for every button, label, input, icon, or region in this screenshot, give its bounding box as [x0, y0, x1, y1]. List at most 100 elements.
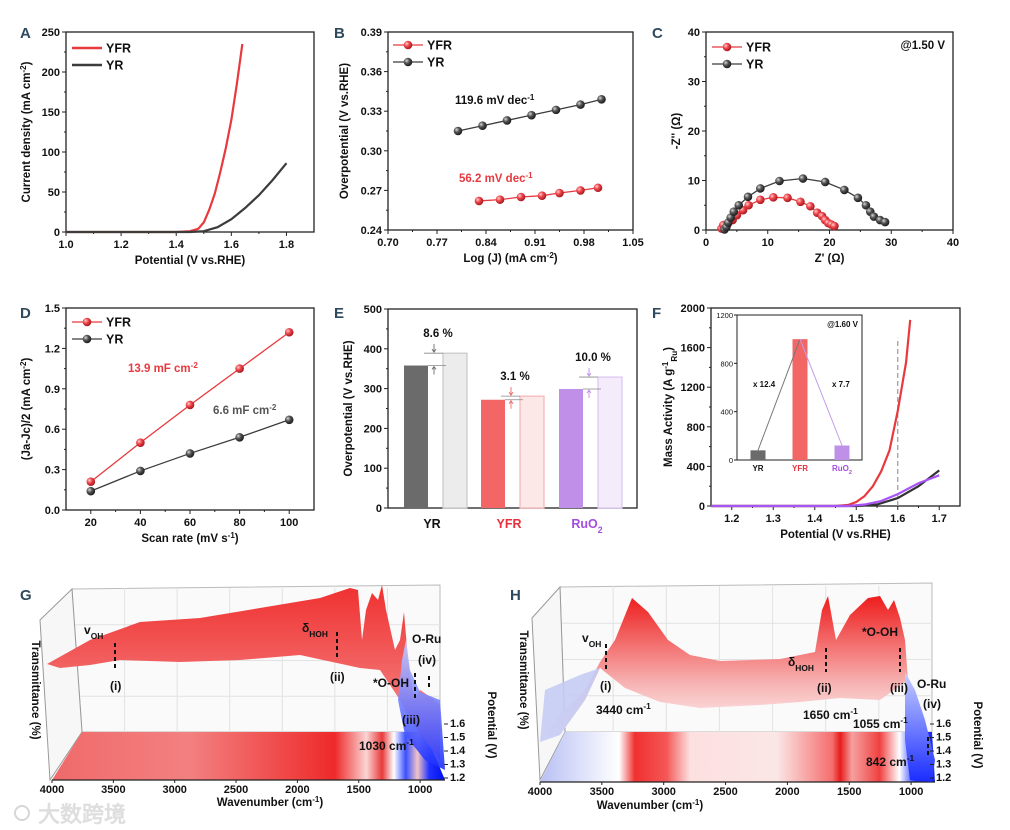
data-point-yfr [495, 195, 505, 204]
x-tick-label: 1.4 [807, 513, 823, 525]
panel-letter: F [652, 305, 661, 322]
arrow-up-icon [586, 389, 592, 398]
x-tick-label: 3500 [590, 786, 614, 798]
y-tick-label: 100 [42, 147, 60, 159]
z-tick-label: 1.3 [936, 759, 951, 771]
data-point-yfr [136, 438, 145, 447]
peak-annotation: (i) [110, 679, 121, 693]
x-tick-label: 1000 [899, 786, 923, 798]
x-tick-label: 40 [947, 237, 959, 249]
y-tick-label: 100 [364, 463, 382, 475]
annotation-label: 6.6 mF cm-2 [213, 403, 277, 418]
y-tick-label: 0.36 [361, 67, 382, 79]
y-axis-title: Mass Activity (A g-1Ru) [661, 347, 679, 467]
annotation-label: @1.50 V [901, 40, 946, 52]
x-tick-label: 10 [762, 237, 774, 249]
inset-chart: 0 400 800 1200 YR YFR RuO2 x 12.4 x 7.7 @1.60 V [716, 311, 863, 476]
legend-label-yr: YR [427, 56, 444, 70]
inset-bar-2 [834, 445, 850, 460]
data-point-yfr [576, 186, 585, 195]
y-tick-label: 40 [688, 27, 700, 39]
y-axis-title: Transmittance (%) [29, 640, 41, 739]
ratio-line [757, 338, 801, 451]
y-axis-title: Overpotential (V vs.RHE) [339, 63, 351, 199]
chart-D: 0.0 0.3 0.6 0.9 1.2 1.5 20 40 60 80 100 Scan rate (… [19, 303, 315, 545]
chart-A: 0 50 100 150 200 250 1.0 1.2 1.4 1.6 1.8 Potential … [19, 25, 315, 267]
y-tick-label: 2000 [681, 303, 705, 315]
bar-initial [404, 365, 428, 508]
x-tick-label: 4000 [40, 784, 64, 796]
data-point-yr [775, 176, 784, 186]
data-point-yfr [756, 195, 765, 205]
x-tick-label: 4000 [528, 786, 552, 798]
x-tick-label: 100 [280, 517, 298, 529]
y-tick-label: 30 [688, 77, 700, 89]
peak-annotation: *O-OH [373, 676, 409, 690]
panel-letter: E [334, 305, 344, 322]
y-tick-label: 800 [687, 422, 705, 434]
y-tick-label: 1600 [681, 343, 705, 355]
data-point-yr [86, 486, 96, 496]
legend-label-yfr: YFR [106, 316, 131, 330]
y-tick-label: 0 [54, 227, 60, 239]
data-point-yr [551, 105, 561, 115]
x-tick-label: 2500 [713, 786, 737, 798]
legend-marker [403, 40, 413, 50]
legend-label-yfr: YFR [746, 41, 771, 55]
data-point-yfr [555, 188, 564, 198]
x-tick-label: 1500 [347, 784, 371, 796]
data-point-yfr [235, 364, 244, 373]
data-point-yfr [806, 201, 815, 211]
data-point-yr [853, 193, 863, 203]
legend-marker [82, 334, 92, 344]
data-point-yfr [284, 327, 294, 337]
data-point-yfr [593, 183, 603, 193]
change-percent-label: 8.6 % [423, 328, 452, 340]
data-point-yfr [185, 400, 195, 410]
x-tick-label: 3500 [101, 784, 125, 796]
series-line-ruo2 [711, 474, 940, 508]
peak-annotation: 1030 cm-1 [359, 737, 414, 753]
y-tick-label: 20 [688, 126, 700, 138]
x-tick-label: 0.77 [426, 237, 447, 249]
y-tick-label: 1200 [681, 382, 705, 394]
x-tick-label: 1.6 [224, 239, 239, 251]
watermark-logo-icon [14, 805, 30, 821]
x-axis-title: Log (J) (mA cm-2) [463, 251, 557, 266]
data-point-yr [453, 126, 463, 136]
spectrum-surface-blue [540, 668, 600, 742]
plot-frame [705, 31, 954, 231]
data-point-yfr [474, 196, 484, 206]
data-point-yr [798, 174, 808, 183]
x-tick-label: 1.5 [849, 513, 864, 525]
x-tick-label: 60 [184, 517, 196, 529]
peak-annotation: (ii) [817, 681, 832, 695]
x-axis-title: Wavenumber (cm-1) [217, 795, 324, 810]
arrow-down-icon [508, 387, 514, 396]
y-tick-label: 0.33 [361, 106, 382, 118]
y-tick-label: 150 [42, 107, 60, 119]
data-point-yr [880, 217, 890, 227]
data-point-yr [840, 185, 849, 195]
panel-letter: A [20, 25, 31, 42]
x-tick-label: 0.84 [475, 237, 497, 249]
change-percent-label: 10.0 % [575, 352, 611, 364]
data-point-yr [597, 95, 606, 104]
change-percent-label: 3.1 % [500, 371, 529, 383]
y-tick-label: 10 [688, 176, 700, 188]
legend-label-yfr: YFR [427, 39, 452, 53]
ratio-line [799, 338, 843, 446]
data-point-yr [284, 415, 294, 425]
bar-after [519, 395, 545, 509]
x-tick-label: 80 [233, 517, 245, 529]
peak-annotation: (iv) [418, 653, 436, 667]
x-tick-label: 1.8 [279, 239, 294, 251]
x-axis-title: Potential (V vs.RHE) [135, 255, 246, 267]
peak-annotation: (iii) [402, 713, 420, 727]
peak-annotation: *O-OH [862, 625, 898, 639]
inset-category-label: YR [752, 464, 763, 473]
category-label: YFR [497, 517, 522, 531]
x-tick-label: 1.2 [724, 513, 739, 525]
x-axis-title: Scan rate (mV s-1) [141, 531, 238, 546]
z-tick-label: 1.6 [450, 718, 465, 730]
